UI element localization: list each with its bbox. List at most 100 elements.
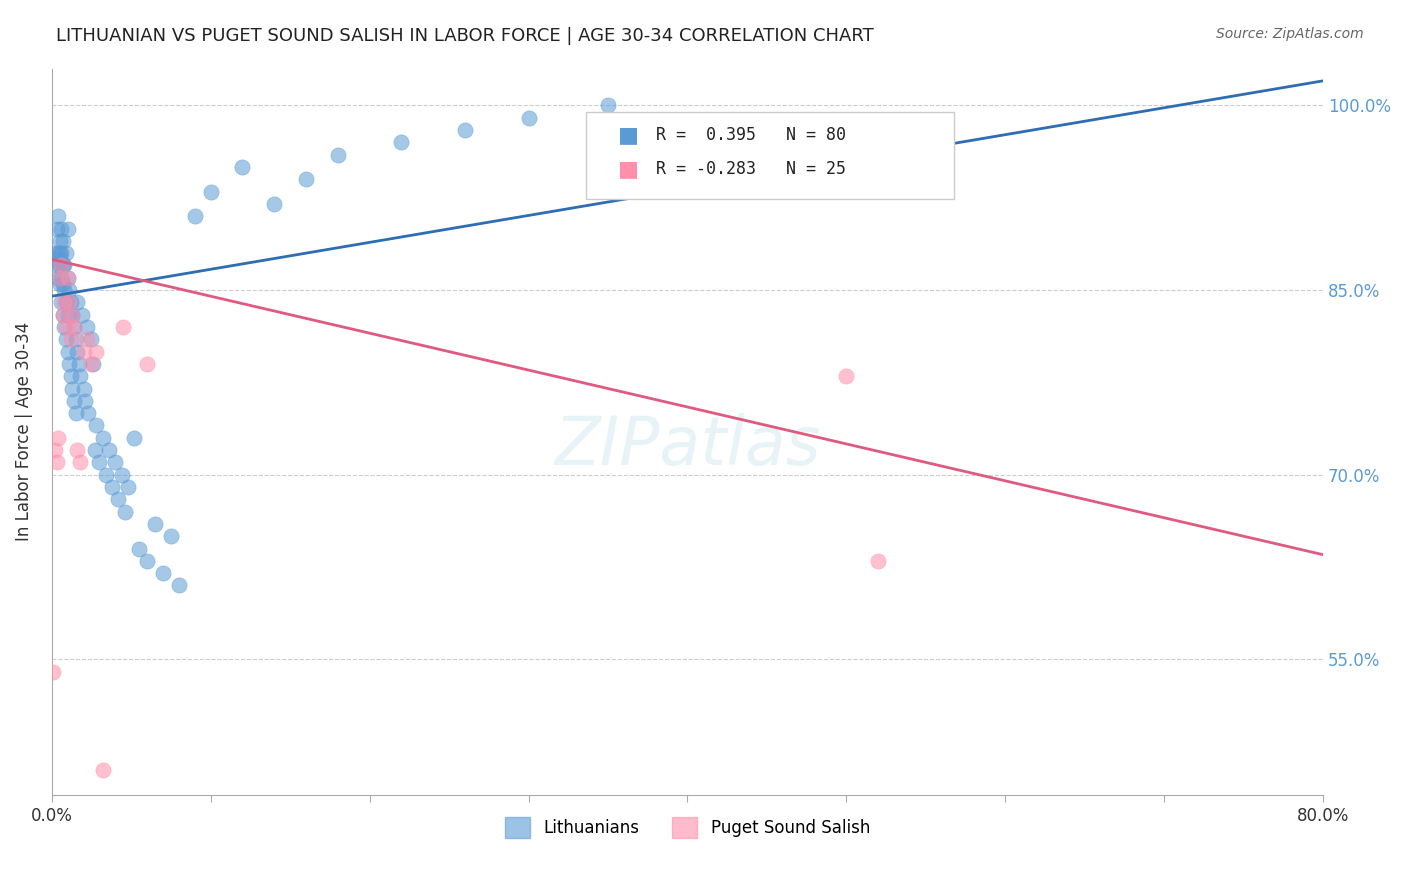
Point (46, 209, 69, 223)
Point (56, 308, 79, 322)
Point (45, 455, 67, 469)
Point (112, 320, 135, 334)
Point (44, 443, 66, 458)
Point (51, 295, 73, 310)
Point (59, 295, 82, 310)
Point (53, 283, 76, 297)
Point (231, 160, 253, 174)
Point (70, 308, 93, 322)
Point (52, 234, 75, 248)
Point (55, 320, 77, 334)
Point (51, 246, 73, 260)
Point (63, 320, 86, 334)
FancyBboxPatch shape (586, 112, 955, 199)
Point (48, 277, 70, 291)
Point (80, 332, 103, 346)
Point (59, 369, 82, 384)
Point (84, 418, 107, 433)
Point (52, 308, 75, 322)
Point (69, 455, 91, 469)
Point (52, 259, 75, 273)
Point (55, 246, 77, 260)
Text: R =  0.395   N = 80: R = 0.395 N = 80 (655, 127, 845, 145)
Point (56, 270, 79, 285)
Point (72, 344, 94, 359)
Point (45, 259, 67, 273)
Point (66, 295, 89, 310)
Point (160, 529, 183, 543)
Point (48, 270, 70, 285)
Point (65, 406, 87, 420)
Point (326, 147, 349, 161)
Point (58, 357, 80, 371)
Point (45, 221, 67, 235)
Point (97, 443, 120, 458)
Point (101, 480, 124, 494)
Point (62, 308, 84, 322)
Point (48, 246, 70, 260)
Point (69, 369, 91, 384)
Text: R = -0.283   N = 25: R = -0.283 N = 25 (655, 160, 845, 178)
Point (596, 98, 619, 112)
Point (48, 259, 70, 273)
Point (94, 467, 117, 482)
Point (136, 554, 159, 568)
Point (63, 320, 86, 334)
Point (53, 320, 76, 334)
Point (51, 221, 73, 235)
Point (389, 136, 412, 150)
Text: LITHUANIAN VS PUGET SOUND SALISH IN LABOR FORCE | AGE 30-34 CORRELATION CHART: LITHUANIAN VS PUGET SOUND SALISH IN LABO… (56, 27, 875, 45)
Point (58, 283, 80, 297)
Point (76, 332, 98, 346)
Point (84, 344, 107, 359)
Point (124, 431, 146, 445)
Point (65, 332, 87, 346)
Point (56, 344, 79, 359)
Point (62, 382, 84, 396)
Point (136, 357, 159, 371)
Text: Source: ZipAtlas.com: Source: ZipAtlas.com (1216, 27, 1364, 41)
Point (63, 393, 86, 408)
Point (152, 566, 174, 581)
Point (104, 455, 127, 469)
Point (66, 344, 89, 359)
Point (48, 252, 70, 267)
Point (128, 541, 150, 556)
Point (76, 320, 98, 334)
Point (56, 270, 79, 285)
Point (52, 277, 75, 291)
Point (91, 763, 114, 777)
Point (51, 270, 73, 285)
Point (91, 431, 114, 445)
Point (44, 246, 66, 260)
Point (263, 197, 285, 211)
Point (835, 369, 858, 384)
Point (52, 308, 75, 322)
Point (53, 295, 76, 310)
Point (51, 259, 73, 273)
Point (89, 455, 111, 469)
Point (55, 295, 77, 310)
Point (80, 357, 103, 371)
Point (72, 382, 94, 396)
Point (454, 123, 477, 137)
Point (107, 492, 129, 507)
Point (67, 357, 90, 371)
Point (55, 332, 77, 346)
Point (51, 259, 73, 273)
Point (75, 393, 97, 408)
Point (517, 111, 540, 125)
Point (56, 221, 79, 235)
Text: ZIPatlas: ZIPatlas (554, 413, 821, 479)
Point (48, 234, 70, 248)
Y-axis label: In Labor Force | Age 30-34: In Labor Force | Age 30-34 (15, 322, 32, 541)
Point (58, 295, 80, 310)
Legend: Lithuanians, Puget Sound Salish: Lithuanians, Puget Sound Salish (498, 811, 877, 845)
Point (62, 308, 84, 322)
Point (42, 665, 65, 679)
Point (53, 259, 76, 273)
Point (868, 554, 890, 568)
Point (167, 578, 190, 592)
Point (295, 172, 318, 186)
Point (59, 332, 82, 346)
